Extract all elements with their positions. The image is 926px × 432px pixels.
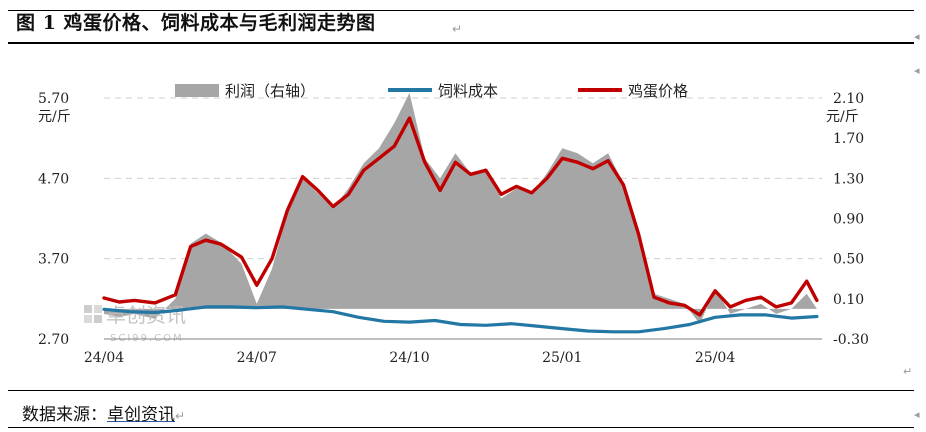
right-tick-label: 1.70 (833, 131, 864, 147)
left-tick-label: 5.70 (38, 91, 69, 107)
left-tick-label: 4.70 (38, 171, 69, 187)
paragraph-mark-icon: ↵ (452, 22, 463, 36)
margin-marker-icon: ◂ (914, 30, 920, 43)
source-top-rule (8, 390, 914, 391)
margin-marker-icon: ◂ (914, 408, 920, 421)
legend-label: 利润（右轴） (225, 82, 315, 100)
title-bottom-rule (8, 42, 914, 44)
title-top-rule (8, 10, 914, 11)
legend-swatch-profit (175, 84, 219, 97)
right-tick-label: -0.30 (833, 332, 869, 348)
source-prefix: 数据来源： (22, 405, 107, 425)
right-tick-label: 0.10 (833, 292, 864, 308)
feed-cost-line (102, 305, 819, 334)
left-tick-label: 2.70 (38, 332, 69, 348)
data-source: 数据来源：卓创资讯↵ (22, 400, 185, 425)
x-tick-label: 24/10 (389, 350, 429, 366)
margin-marker-icon: ◂ (914, 64, 920, 77)
legend: 利润（右轴） 饲料成本 鸡蛋价格 (175, 82, 688, 100)
egg-price-chart: 卓创资讯 SCI99.COM 5.70 4.70 3.70 2.70 元/斤 2.10 1.… (38, 82, 869, 366)
x-tick-label: 25/04 (695, 350, 735, 366)
right-axis-unit: 元/斤 (826, 109, 859, 125)
legend-label: 饲料成本 (438, 82, 498, 100)
egg-price-line (102, 116, 819, 317)
paragraph-mark-icon: ↵ (903, 365, 913, 378)
watermark-logo-icon (84, 305, 102, 323)
legend-label: 鸡蛋价格 (628, 82, 688, 100)
figure-title: 图 1 鸡蛋价格、饲料成本与毛利润走势图 (16, 12, 376, 34)
x-tick-label: 25/01 (542, 350, 582, 366)
gridlines (104, 97, 822, 260)
right-tick-label: 0.50 (833, 252, 864, 268)
profit-area-layer (104, 93, 817, 324)
right-tick-label: 1.30 (833, 171, 864, 187)
source-bottom-rule (8, 427, 914, 428)
left-axis-unit: 元/斤 (38, 109, 71, 125)
left-tick-label: 3.70 (38, 252, 69, 268)
watermark-text: 卓创资讯 (106, 303, 186, 327)
x-tick-label: 24/07 (237, 350, 277, 366)
right-tick-label: 0.90 (833, 212, 864, 228)
paragraph-mark-icon: ↵ (175, 409, 186, 423)
source-link[interactable]: 卓创资讯 (107, 405, 175, 425)
axes: 5.70 4.70 3.70 2.70 元/斤 2.10 1.70 1.30 0.90 0.50 0… (38, 91, 869, 366)
x-tick-label: 24/04 (84, 350, 124, 366)
right-tick-label: 2.10 (833, 91, 864, 107)
watermark: 卓创资讯 SCI99.COM (84, 303, 186, 344)
profit-area (104, 93, 817, 324)
line-layer (102, 116, 819, 334)
